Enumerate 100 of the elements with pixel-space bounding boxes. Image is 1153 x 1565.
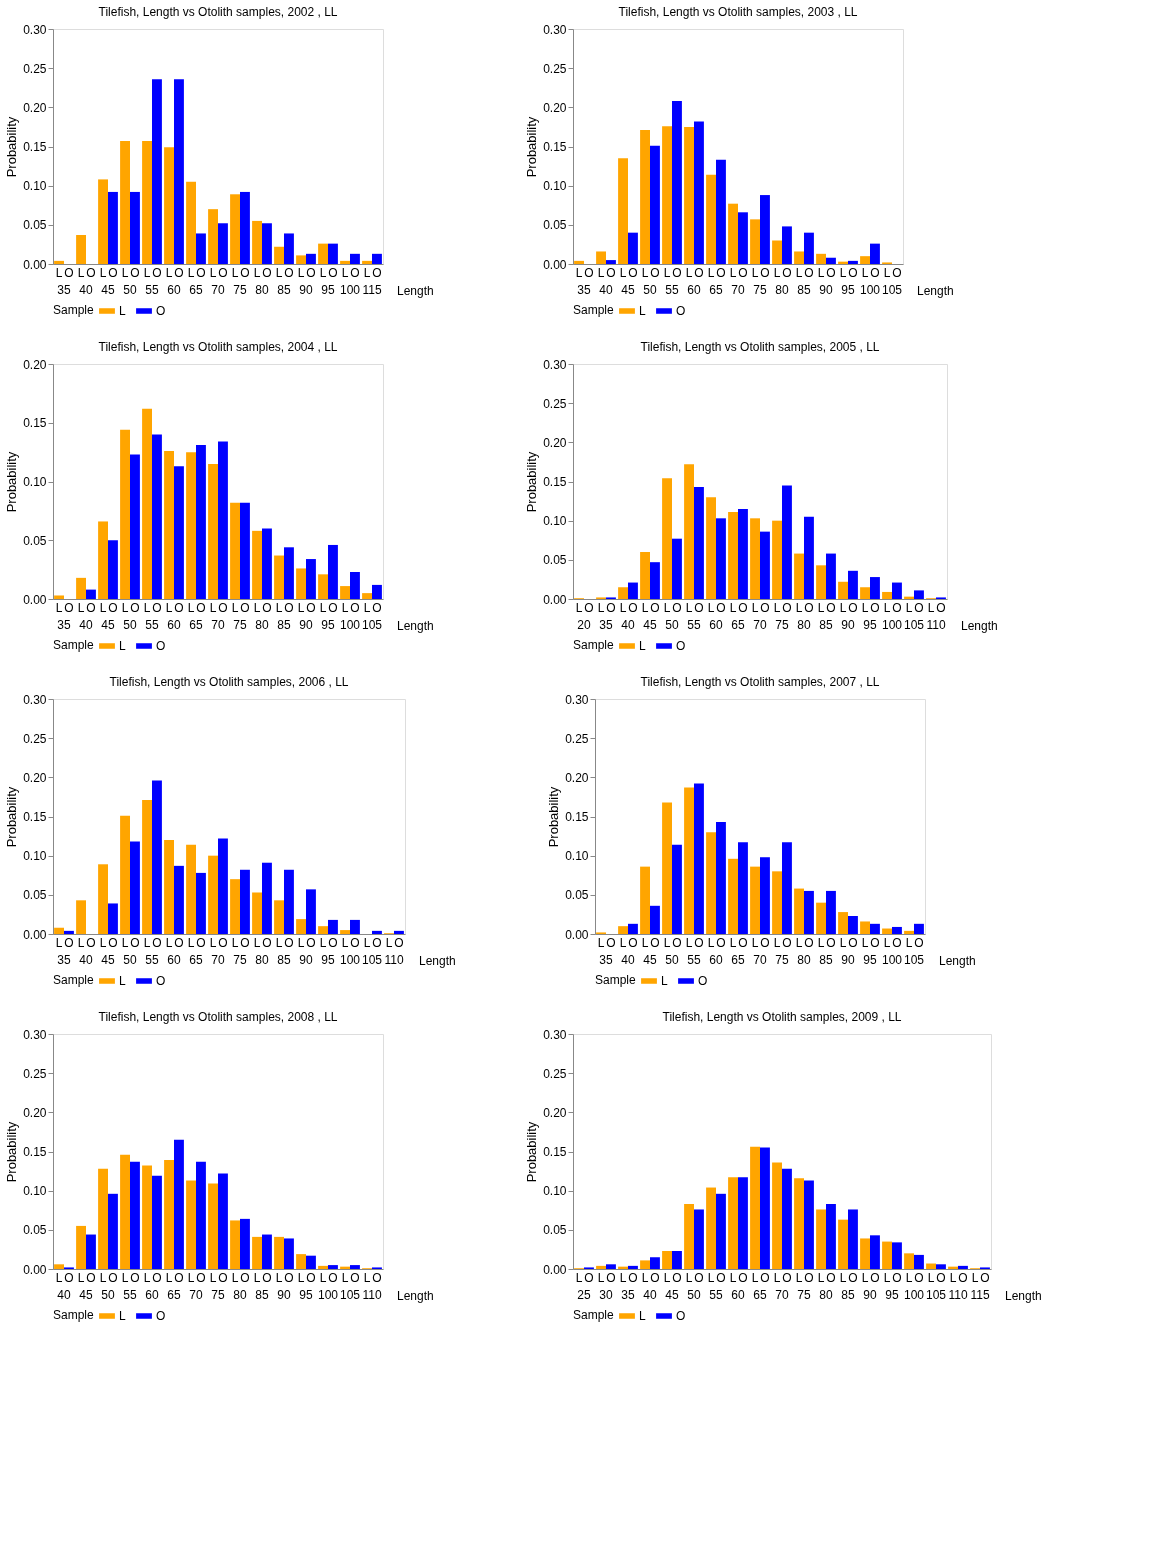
bar [230, 879, 240, 934]
x-tick-label: 45 [101, 282, 115, 297]
text: L [99, 601, 107, 615]
text: L [729, 601, 737, 615]
text: L [971, 1271, 979, 1285]
text: O [350, 266, 360, 280]
x-tick-label: 75 [775, 952, 789, 967]
text: O [672, 266, 682, 280]
text: L [77, 266, 85, 280]
bar [340, 930, 350, 934]
text: O [174, 1271, 184, 1285]
text: L [385, 936, 393, 950]
legend-label: L [119, 1309, 126, 1323]
text: O [650, 266, 660, 280]
y-tick-label: 0.25 [565, 731, 589, 746]
x-tick-label: 90 [863, 1287, 877, 1302]
x-tick-label: 110 [384, 952, 404, 967]
y-tick-label: 0.25 [543, 61, 567, 76]
text: O [64, 1271, 74, 1285]
bar [218, 1173, 228, 1269]
x-tick-label: 65 [167, 1287, 181, 1302]
y-tick-label: 0.15 [543, 475, 567, 489]
y-tick-label: 0.10 [23, 849, 47, 864]
text: O [826, 266, 836, 280]
text: L [905, 936, 913, 950]
bar [174, 1139, 184, 1269]
text: L [275, 936, 283, 950]
text: L [707, 936, 715, 950]
text: O [606, 266, 616, 280]
bar [782, 1168, 792, 1269]
text: O [628, 936, 638, 950]
x-tick-label: 45 [621, 282, 635, 297]
text: L [707, 266, 715, 280]
text: O [804, 266, 814, 280]
bar [914, 1254, 924, 1269]
y-tick-label: 0.10 [23, 179, 47, 194]
bar [76, 900, 86, 934]
text: L [297, 601, 305, 615]
bar [306, 253, 316, 264]
bar [108, 191, 118, 264]
text: L [319, 936, 327, 950]
bar [318, 574, 328, 599]
x-tick-label: 75 [233, 952, 247, 967]
bar [816, 253, 826, 264]
text: L [707, 1271, 715, 1285]
text: L [187, 601, 195, 615]
text: L [575, 1271, 583, 1285]
y-tick-label: 0.15 [23, 810, 47, 824]
text: L [121, 936, 129, 950]
y-tick-label: 0.15 [543, 140, 567, 154]
text: L [165, 1271, 173, 1285]
bar [372, 930, 382, 934]
text: O [218, 936, 228, 950]
bar [274, 246, 284, 264]
text: L [275, 1271, 283, 1285]
text: L [905, 1271, 913, 1285]
bar [684, 787, 694, 934]
text: O [394, 936, 404, 950]
bar [782, 842, 792, 934]
x-tick-label: 65 [731, 952, 745, 967]
bar [738, 212, 748, 264]
bar [728, 512, 738, 599]
y-tick-label: 0.20 [23, 100, 47, 115]
bar [596, 1265, 606, 1269]
y-tick-label: 0.05 [543, 1223, 567, 1238]
text: L [641, 936, 649, 950]
bar [142, 800, 152, 934]
x-tick-label: 75 [233, 282, 247, 297]
x-tick-label: 55 [709, 1287, 723, 1302]
bar [882, 928, 892, 934]
text: L [297, 936, 305, 950]
text: O [606, 1271, 616, 1285]
text: O [108, 936, 118, 950]
bar [164, 840, 174, 934]
y-tick-label: 0.30 [23, 1027, 47, 1042]
text: L [773, 601, 781, 615]
y-tick-label: 0.10 [543, 514, 567, 529]
text: O [196, 266, 206, 280]
x-tick-label: 35 [57, 282, 71, 297]
text: O [738, 601, 748, 615]
legend-title: Sample [573, 638, 615, 652]
x-tick-label: 95 [841, 282, 855, 297]
bar [672, 538, 682, 599]
bar [804, 516, 814, 599]
text: L [165, 936, 173, 950]
bar [760, 195, 770, 264]
y-tick-label: 0.15 [23, 140, 47, 154]
text: L [861, 601, 869, 615]
text: O [628, 1271, 638, 1285]
bar [174, 466, 184, 599]
text: L [839, 266, 847, 280]
text: O [760, 1271, 770, 1285]
bar [108, 1193, 118, 1269]
text: L [795, 601, 803, 615]
bar [262, 862, 272, 934]
bar [816, 565, 826, 599]
bar [860, 587, 870, 599]
bar [848, 915, 858, 934]
bar [120, 815, 130, 934]
x-tick-label: 95 [321, 952, 335, 967]
